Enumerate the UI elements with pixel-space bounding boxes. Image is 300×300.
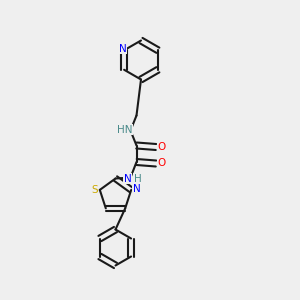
Text: HN: HN <box>117 125 133 135</box>
Text: N: N <box>124 174 131 184</box>
Text: N: N <box>133 184 140 194</box>
Text: O: O <box>157 158 166 169</box>
Text: H: H <box>134 174 142 184</box>
Text: N: N <box>119 44 127 54</box>
Text: O: O <box>157 142 166 152</box>
Text: S: S <box>91 185 98 195</box>
